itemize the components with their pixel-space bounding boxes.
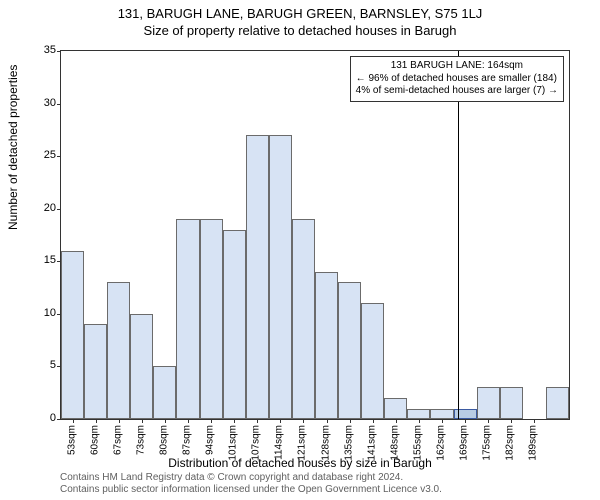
histogram-bar [546, 387, 569, 419]
x-axis-label: Distribution of detached houses by size … [0, 456, 600, 470]
histogram-bar [153, 366, 176, 419]
x-tick-mark [188, 419, 189, 423]
chart-title: 131, BARUGH LANE, BARUGH GREEN, BARNSLEY… [0, 0, 600, 21]
x-tick-label: 60sqm [89, 425, 100, 455]
x-tick-mark [488, 419, 489, 423]
x-tick-label: 53sqm [66, 425, 77, 455]
chart-subtitle: Size of property relative to detached ho… [0, 21, 600, 38]
x-tick-mark [96, 419, 97, 423]
histogram-bar [130, 314, 153, 419]
histogram-bar [269, 135, 292, 419]
y-tick-label: 30 [26, 97, 56, 109]
x-tick-label: 94sqm [205, 425, 216, 455]
x-tick-label: 80sqm [158, 425, 169, 455]
x-tick-mark [396, 419, 397, 423]
annotation-line: 131 BARUGH LANE: 164sqm [356, 60, 558, 73]
x-tick-mark [211, 419, 212, 423]
histogram-bar [107, 282, 130, 419]
x-tick-label: 87sqm [182, 425, 193, 455]
credits: Contains HM Land Registry data © Crown c… [60, 472, 442, 496]
x-tick-mark [442, 419, 443, 423]
x-tick-mark [419, 419, 420, 423]
histogram-bar [176, 219, 199, 419]
histogram-bar [338, 282, 361, 419]
x-tick-label: 67sqm [112, 425, 123, 455]
y-tick-label: 25 [26, 149, 56, 161]
x-tick-mark [73, 419, 74, 423]
annotation-line: ← 96% of detached houses are smaller (18… [356, 73, 558, 86]
histogram-bar [315, 272, 338, 419]
x-tick-mark [373, 419, 374, 423]
x-tick-label: 73sqm [135, 425, 146, 455]
histogram-bar [430, 409, 453, 420]
x-tick-label: 114sqm [274, 425, 285, 460]
annotation-box: 131 BARUGH LANE: 164sqm← 96% of detached… [350, 56, 564, 102]
histogram-bar [84, 324, 107, 419]
x-tick-mark [280, 419, 281, 423]
y-tick-mark [57, 156, 61, 157]
y-tick-label: 5 [26, 359, 56, 371]
histogram-bar [361, 303, 384, 419]
highlight-line [458, 51, 459, 419]
credit-line-2: Contains public sector information licen… [60, 484, 442, 496]
x-tick-mark [465, 419, 466, 423]
x-tick-mark [350, 419, 351, 423]
x-tick-mark [165, 419, 166, 423]
histogram-bar [407, 409, 430, 420]
y-tick-mark [57, 419, 61, 420]
histogram-bar [223, 230, 246, 419]
histogram-bar [246, 135, 269, 419]
histogram-bar [292, 219, 315, 419]
histogram-bar [61, 251, 84, 419]
x-tick-mark [303, 419, 304, 423]
histogram-bar [384, 398, 407, 419]
histogram-bar [500, 387, 523, 419]
x-tick-mark [234, 419, 235, 423]
x-tick-mark [534, 419, 535, 423]
y-axis-label: Number of detached properties [6, 65, 20, 230]
x-tick-mark [511, 419, 512, 423]
y-tick-label: 35 [26, 44, 56, 56]
y-tick-label: 10 [26, 307, 56, 319]
histogram-bar [477, 387, 500, 419]
plot-area [60, 50, 570, 420]
annotation-line: 4% of semi-detached houses are larger (7… [356, 85, 558, 98]
y-tick-label: 20 [26, 202, 56, 214]
y-tick-label: 15 [26, 254, 56, 266]
histogram-bar [200, 219, 223, 419]
x-tick-mark [327, 419, 328, 423]
y-tick-mark [57, 209, 61, 210]
x-tick-mark [142, 419, 143, 423]
y-tick-label: 0 [26, 412, 56, 424]
y-tick-mark [57, 51, 61, 52]
x-tick-mark [257, 419, 258, 423]
credit-line-1: Contains HM Land Registry data © Crown c… [60, 472, 442, 484]
y-tick-mark [57, 104, 61, 105]
x-tick-mark [119, 419, 120, 423]
